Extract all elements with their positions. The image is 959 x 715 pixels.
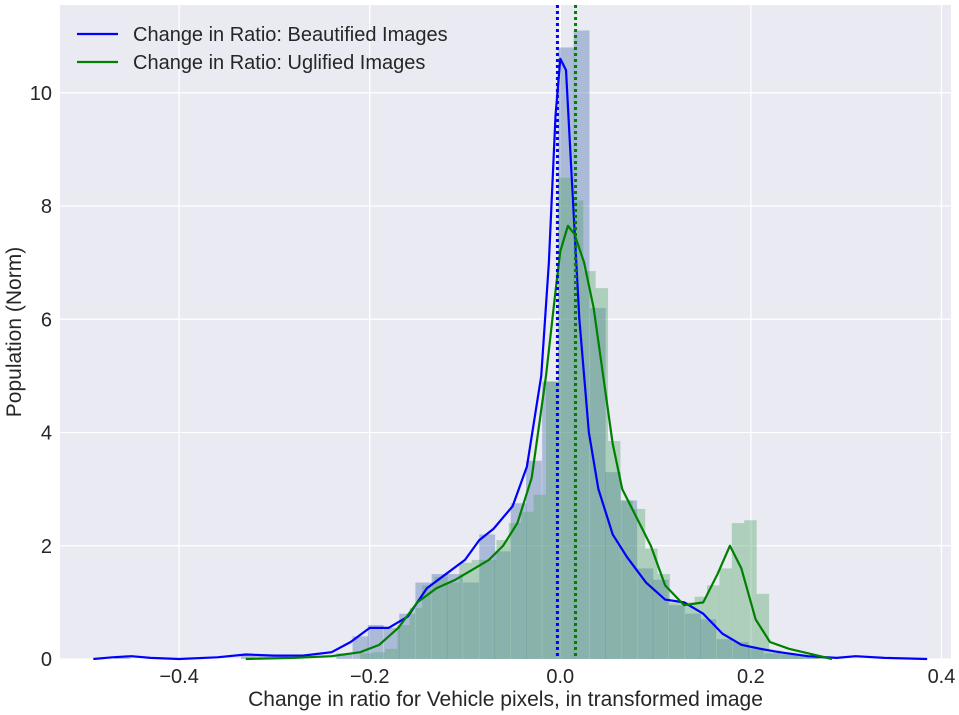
histogram-bar-s1-11 <box>496 540 509 659</box>
histogram-bar-s0-26 <box>685 613 701 659</box>
y-axis-label: Population (Norm) <box>3 247 26 417</box>
x-tick-labels: −0.4 −0.2 0.0 0.2 0.4 <box>159 666 955 688</box>
mean-lines <box>555 5 578 659</box>
histogram-bar-s1-34 <box>781 653 794 659</box>
histogram-bar-s1-22 <box>632 508 646 659</box>
y-tick-label-3: 6 <box>41 309 52 331</box>
histogram-bar-s0-30 <box>748 647 764 659</box>
histogram-bar-s1-25 <box>669 602 683 659</box>
histogram-bar-s0-12 <box>463 582 479 659</box>
histogram-bar-s1-21 <box>620 500 633 659</box>
histogram-bar-s1-29 <box>719 568 732 659</box>
histogram-bar-s1-35 <box>793 655 807 659</box>
histogram-bar-s0-1 <box>241 655 257 659</box>
grid <box>60 5 951 660</box>
y-tick-label-1: 2 <box>41 536 52 558</box>
histogram-bar-s1-4 <box>409 608 423 659</box>
histogram-bar-s0-11 <box>446 574 463 659</box>
histogram-bar-s1-20 <box>607 441 621 659</box>
kde-line-s0 <box>93 57 928 661</box>
y-tick-labels: 0 2 4 6 8 10 <box>30 83 52 671</box>
x-tick-label-0: −0.4 <box>159 666 198 688</box>
histogram-bar-s0-4 <box>336 653 353 659</box>
histogram-bar-s0-31 <box>764 653 781 659</box>
histogram-bar-s1-13 <box>521 511 534 659</box>
histogram-bar-s0-16 <box>525 460 542 659</box>
histogram-bar-s0-6 <box>367 625 384 659</box>
histogram-bar-s0-18 <box>558 47 575 660</box>
histogram-bar-s0-17 <box>542 381 559 659</box>
legend-label-beautified: Change in Ratio: Beautified Images <box>133 24 448 46</box>
histogram-bar-s1-8 <box>459 562 472 659</box>
histogram-bar-s1-27 <box>694 596 708 659</box>
y-tick-label-5: 10 <box>30 83 52 105</box>
histogram-bar-s1-1 <box>372 652 386 659</box>
histogram-bar-s1-24 <box>657 574 670 659</box>
histogram-bar-s0-21 <box>605 472 621 659</box>
x-tick-label-3: 0.2 <box>737 666 765 688</box>
histogram-bar-s1-28 <box>707 585 720 659</box>
x-tick-label-2: 0.0 <box>546 666 574 688</box>
histogram-bar-s0-28 <box>716 639 733 659</box>
x-tick-label-4: 0.4 <box>928 666 956 688</box>
histogram-bar-s1-7 <box>446 582 460 659</box>
histogram-bar-s1-15 <box>546 381 559 659</box>
histogram-bar-s1-0 <box>360 653 373 659</box>
histogram-bar-s1-14 <box>533 494 547 659</box>
histogram-bar-s1-19 <box>595 288 609 659</box>
histogram-bar-s1-3 <box>397 625 410 659</box>
histogram-bar-s0-0 <box>114 657 131 659</box>
histogram-bar-s1-31 <box>744 520 757 659</box>
histogram-bar-s1-30 <box>731 523 745 659</box>
histogram-bar-s0-22 <box>621 500 638 659</box>
histogram-bar-s0-10 <box>431 574 448 659</box>
plot-background <box>60 5 951 659</box>
histogram-bar-s0-23 <box>637 568 654 659</box>
y-tick-label-2: 4 <box>41 423 52 445</box>
histogram-bar-s1-33 <box>768 650 782 659</box>
histogram-bar-s1-16 <box>558 177 571 659</box>
histogram-bar-s1-5 <box>422 585 435 659</box>
histogram-bar-s1-23 <box>645 548 658 659</box>
histogram-bar-s1-10 <box>484 559 497 659</box>
histogram-bar-s0-8 <box>399 613 416 659</box>
histogram-bar-s1-9 <box>471 559 485 659</box>
histogram-bar-s1-12 <box>508 523 522 659</box>
x-tick-label-1: −0.2 <box>350 666 389 688</box>
legend: Change in Ratio: Beautified Images Chang… <box>77 24 448 74</box>
histogram-bar-s1-18 <box>583 271 596 659</box>
y-tick-label-0: 0 <box>41 649 52 671</box>
histogram-bar-s0-14 <box>494 551 511 659</box>
histogram-bar-s1-2 <box>384 648 398 659</box>
histogram-bar-s0-27 <box>700 619 717 659</box>
y-tick-label-4: 8 <box>41 196 52 218</box>
histogram-bar-s0-32 <box>780 654 797 659</box>
histogram-bar-s1-6 <box>434 576 447 659</box>
histogram-bar-s0-25 <box>668 605 685 659</box>
histogram-bar-s1-32 <box>756 593 770 659</box>
histogram-bar-s0-13 <box>479 534 496 659</box>
x-axis-label: Change in ratio for Vehicle pixels, in t… <box>248 688 763 711</box>
histogram-bar-s0-15 <box>510 503 527 659</box>
histogram-bar-s1-36 <box>806 656 819 659</box>
histogram-bar-s0-33 <box>795 655 812 659</box>
histogram-bar-s0-2 <box>257 655 274 659</box>
histogram-bar-s1-26 <box>682 602 695 659</box>
legend-label-uglified: Change in Ratio: Uglified Images <box>133 52 425 74</box>
